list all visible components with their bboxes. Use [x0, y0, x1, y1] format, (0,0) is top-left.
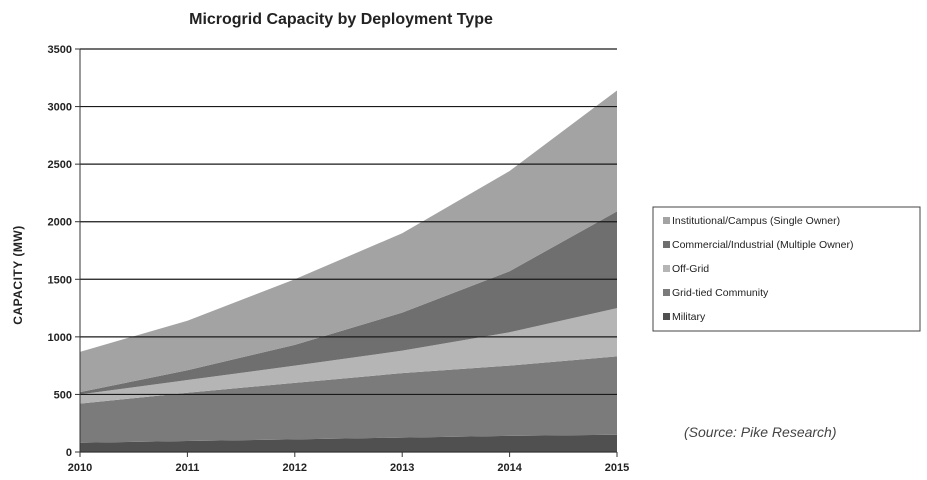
legend-box — [652, 206, 921, 332]
legend-swatch — [663, 217, 670, 224]
x-tick-label: 2013 — [390, 462, 414, 474]
x-tick-labels: 2010 2011 2012 2013 2014 2015 — [68, 452, 629, 474]
y-tick-label: 1500 — [48, 274, 72, 286]
area-institutional-campus-single-owner — [80, 90, 617, 393]
x-tick-label: 2015 — [605, 462, 629, 474]
x-tick-label: 2012 — [283, 462, 307, 474]
legend-entry: Military — [672, 311, 706, 323]
legend-entry: Commercial/Industrial (Multiple Owner) — [672, 239, 853, 251]
y-axis-label: CAPACITY (MW) — [11, 225, 25, 324]
y-tick-label: 2500 — [48, 159, 72, 171]
area-off-grid — [80, 308, 617, 404]
x-tick-label: 2010 — [68, 462, 92, 474]
area-military — [80, 434, 617, 452]
grid-lines — [80, 48, 617, 396]
y-tick-labels: 0 500 1000 1500 2000 2500 3000 3500 — [48, 44, 80, 459]
legend-swatch — [663, 241, 670, 248]
source-note: (Source: Pike Research) — [684, 424, 837, 440]
legend-swatch — [663, 313, 670, 320]
chart-title: Microgrid Capacity by Deployment Type — [189, 11, 493, 28]
y-tick-label: 0 — [66, 447, 72, 459]
axes — [79, 49, 617, 453]
area-grid-tied-community — [80, 356, 617, 443]
area-commercial-industrial-multiple-owner — [80, 211, 617, 395]
legend: Institutional/Campus (Single Owner) Comme… — [652, 206, 921, 332]
legend-entry: Institutional/Campus (Single Owner) — [672, 215, 840, 227]
legend-swatch — [663, 289, 670, 296]
area-layer — [80, 90, 617, 452]
y-tick-label: 3000 — [48, 102, 72, 114]
legend-entry: Off-Grid — [672, 263, 709, 275]
y-tick-label: 2000 — [48, 217, 72, 229]
x-tick-label: 2011 — [175, 462, 199, 474]
y-tick-label: 3500 — [48, 44, 72, 56]
legend-entry: Grid-tied Community — [672, 287, 769, 299]
x-tick-label: 2014 — [497, 462, 522, 474]
legend-swatch — [663, 265, 670, 272]
y-tick-label: 1000 — [48, 332, 72, 344]
y-tick-label: 500 — [54, 389, 72, 401]
